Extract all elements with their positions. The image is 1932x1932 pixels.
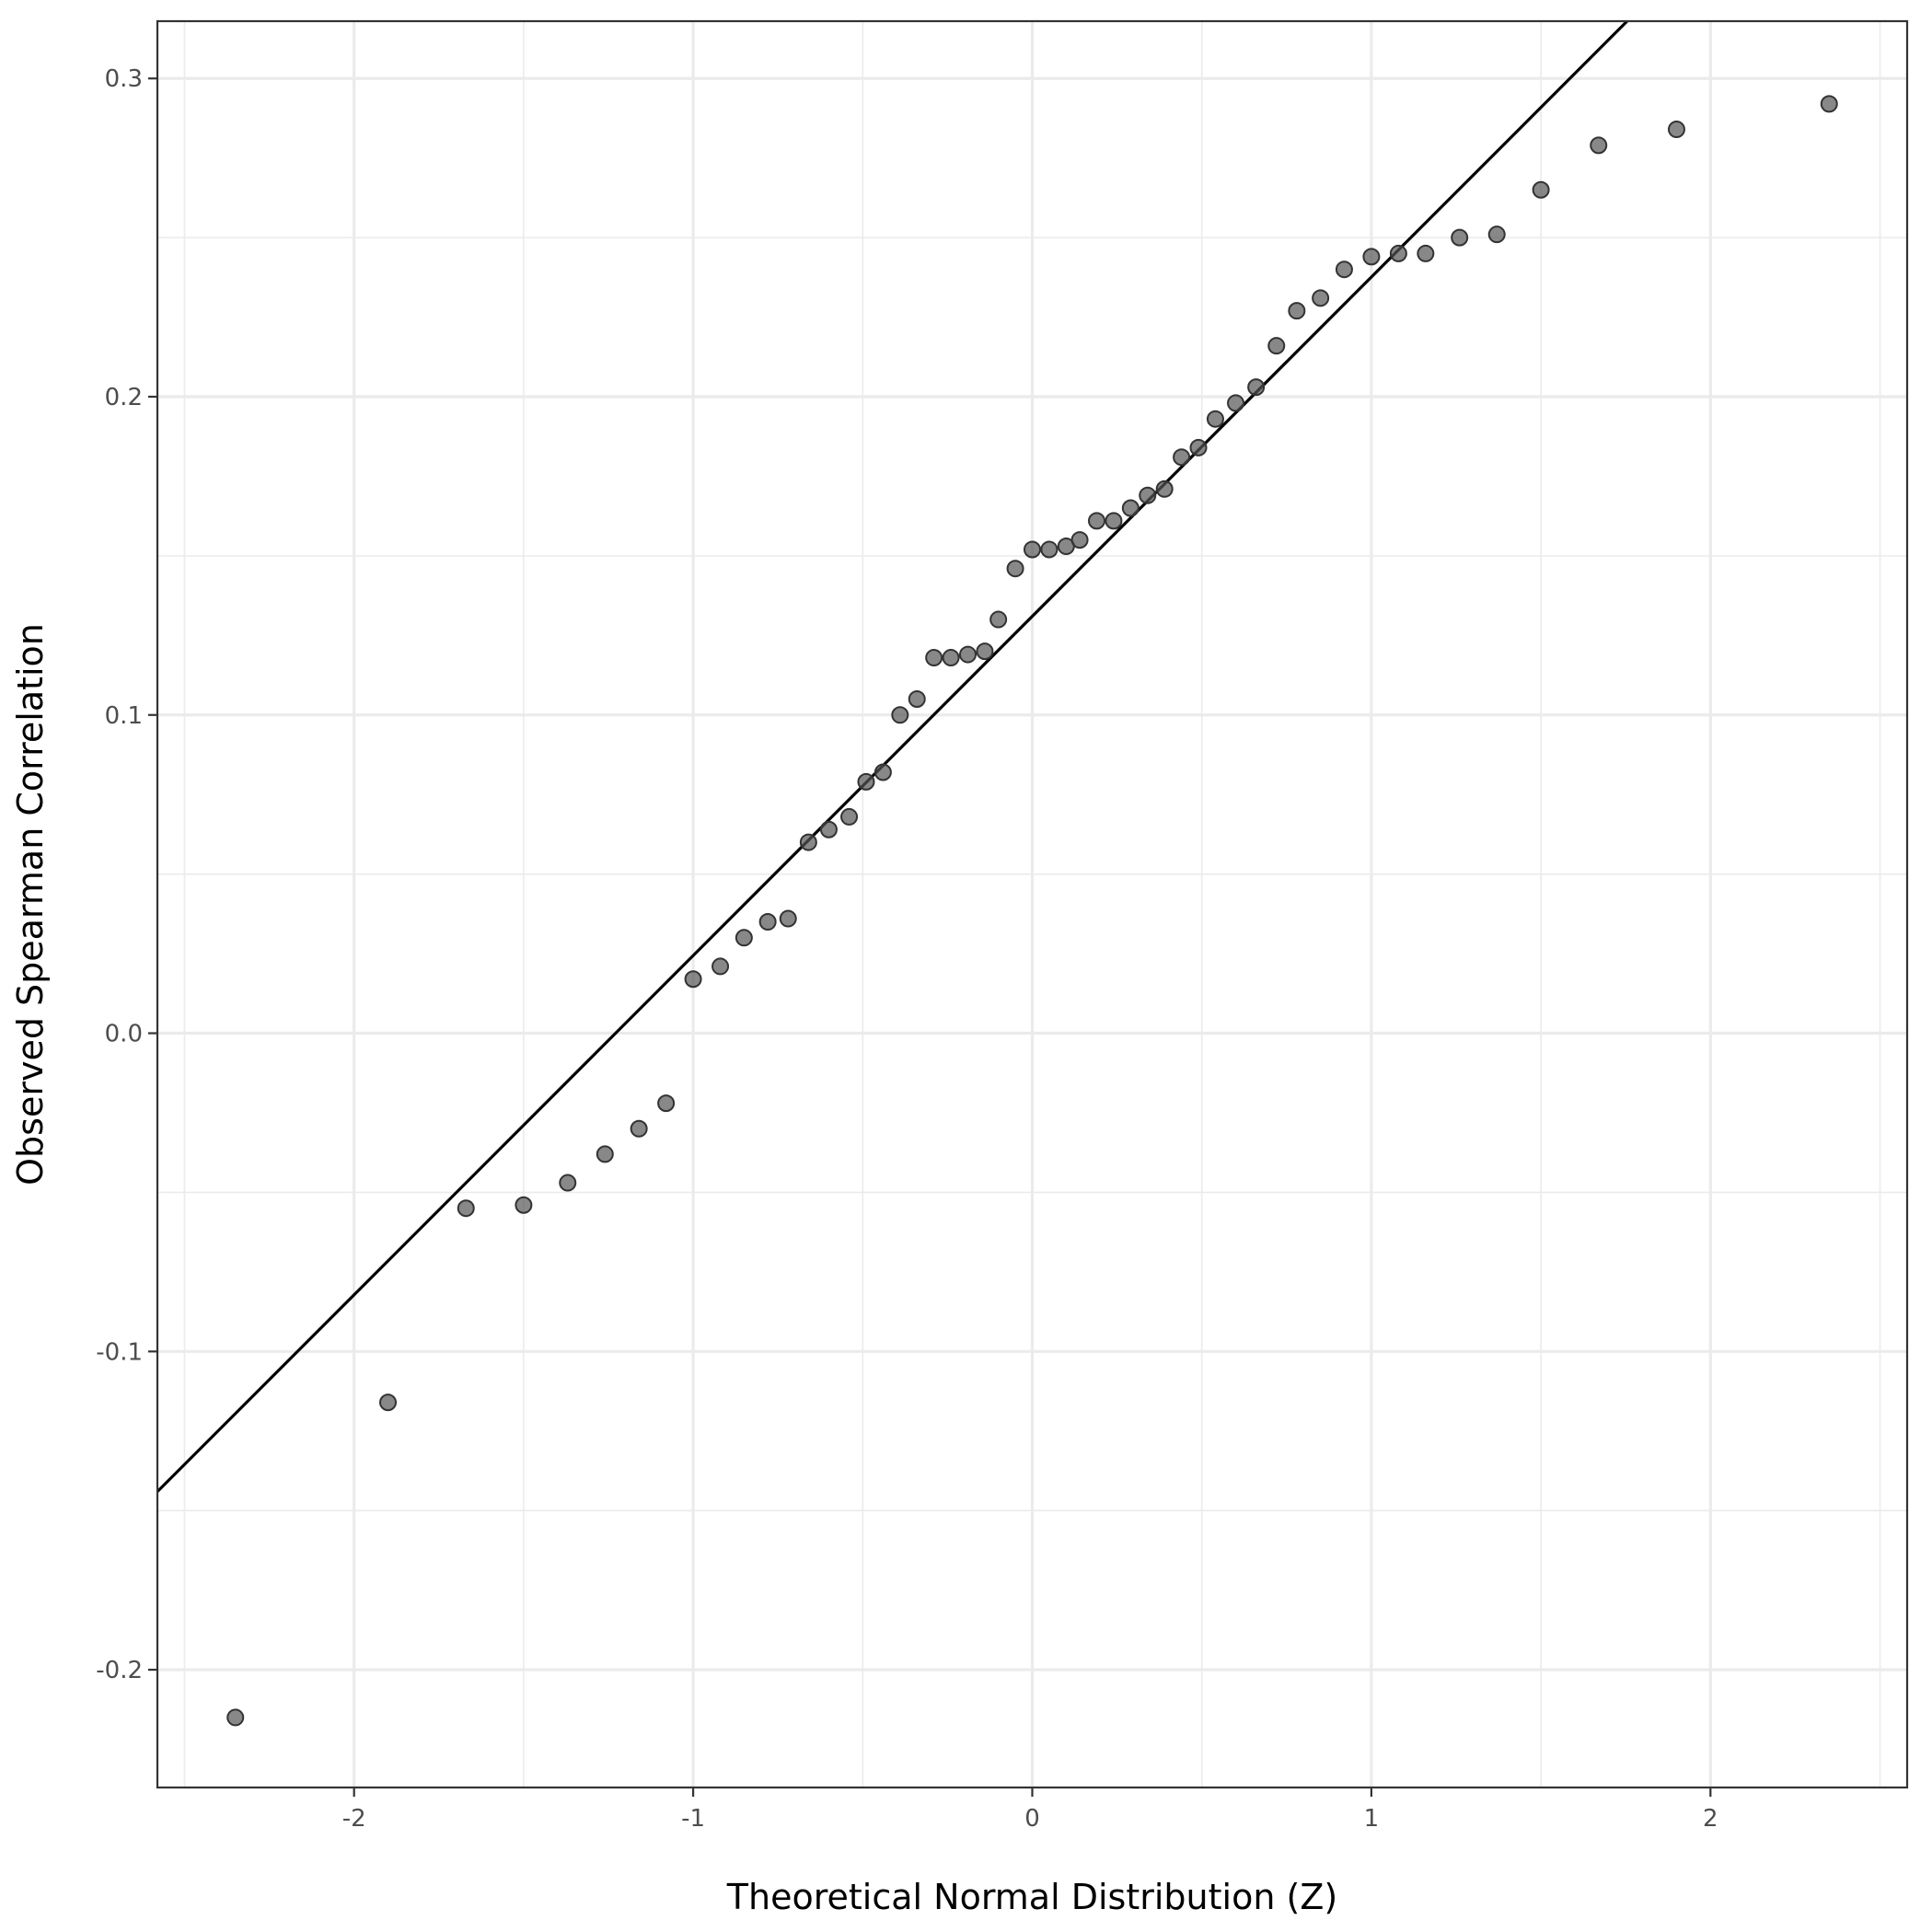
data-point	[758, 913, 777, 931]
data-point	[1121, 499, 1140, 517]
data-point	[596, 1145, 614, 1163]
x-tick-label: 1	[1364, 1805, 1380, 1833]
grid-lines	[157, 21, 1907, 1787]
data-point	[657, 1094, 676, 1113]
data-point	[1155, 480, 1174, 498]
data-point	[1667, 121, 1685, 139]
x-tick-label: -1	[681, 1805, 705, 1833]
data-point	[1173, 448, 1191, 467]
data-point	[891, 706, 909, 724]
data-point	[1206, 410, 1224, 428]
qq-reference-line	[156, 19, 1628, 1493]
data-point	[1362, 248, 1381, 266]
data-point	[989, 610, 1008, 629]
data-point	[1288, 302, 1306, 320]
y-tick-label: 0.3	[105, 65, 143, 93]
data-point	[1417, 244, 1435, 262]
data-point	[1487, 226, 1506, 244]
x-tick-label: 0	[1024, 1805, 1040, 1833]
y-axis-title: Observed Spearman Correlation	[10, 623, 51, 1186]
data-point	[840, 807, 859, 826]
data-point	[1070, 531, 1089, 550]
data-point	[925, 649, 943, 667]
data-point	[1532, 180, 1550, 199]
data-point	[1139, 486, 1157, 504]
data-point	[559, 1174, 577, 1192]
x-axis-title: Theoretical Normal Distribution (Z)	[726, 1877, 1337, 1917]
y-tick-label: 0.0	[105, 1021, 143, 1048]
y-tick-label: 0.2	[105, 384, 143, 411]
data-point	[908, 689, 926, 708]
data-point	[1227, 394, 1245, 412]
data-point	[226, 1708, 245, 1727]
data-points	[226, 95, 1838, 1727]
data-point	[1087, 512, 1105, 530]
data-point	[1389, 244, 1407, 262]
data-point	[735, 929, 753, 947]
axis-ticks: -2 -1 0 1 2 -0.2 -0.1 0.0 0.1 0.2 0.3	[96, 65, 1718, 1833]
data-point	[1040, 540, 1059, 559]
data-point	[1105, 512, 1123, 530]
data-point	[515, 1196, 533, 1214]
x-tick-label: 2	[1703, 1805, 1718, 1833]
data-point	[379, 1394, 398, 1412]
data-point	[1451, 228, 1469, 247]
data-point	[1312, 289, 1330, 307]
data-point	[819, 820, 838, 839]
data-point	[1247, 378, 1266, 397]
data-point	[684, 970, 702, 989]
data-point	[873, 763, 892, 781]
data-point	[857, 772, 875, 791]
y-tick-label: -0.1	[96, 1338, 143, 1366]
reference-line-layer	[156, 19, 1628, 1493]
data-point	[976, 642, 994, 661]
data-point	[1590, 136, 1608, 155]
data-point	[1267, 337, 1286, 355]
data-point	[779, 909, 797, 928]
data-point	[1189, 438, 1208, 457]
data-point	[457, 1199, 475, 1218]
y-tick-label: 0.1	[105, 702, 143, 730]
data-point	[711, 957, 730, 976]
data-point	[1335, 260, 1353, 279]
data-point	[942, 649, 960, 667]
y-tick-label: -0.2	[96, 1657, 143, 1684]
data-point	[799, 833, 817, 851]
data-point	[959, 645, 978, 664]
x-tick-label: -2	[342, 1805, 366, 1833]
data-point	[1820, 95, 1838, 113]
data-point	[1024, 540, 1041, 559]
data-point	[630, 1119, 648, 1138]
data-point	[1006, 560, 1024, 578]
